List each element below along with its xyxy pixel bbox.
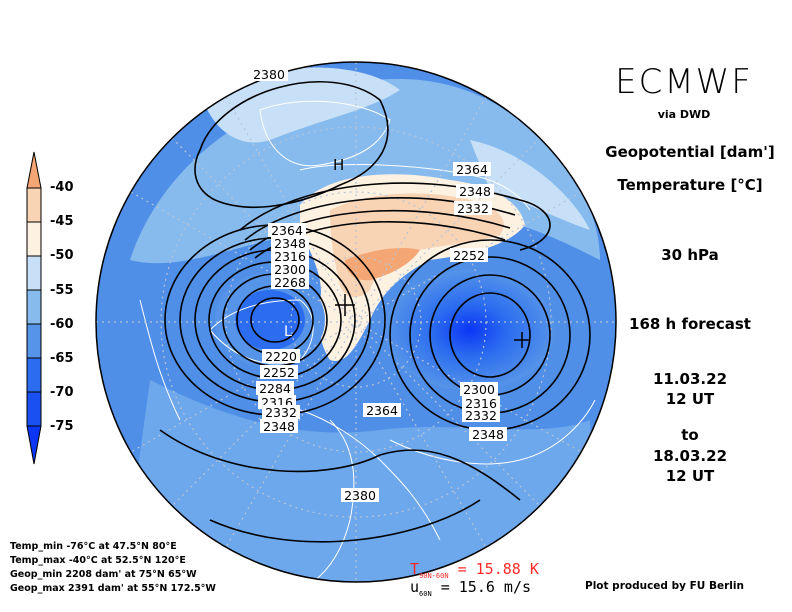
colorbar-segment [26,391,42,427]
colorbar-label: -45 [50,214,74,229]
svg-text:2364: 2364 [456,162,488,177]
svg-text:2348: 2348 [274,236,306,251]
contour-label: 2316 [271,249,309,264]
svg-text:2348: 2348 [472,427,504,442]
colorbar-label: -40 [50,180,74,195]
colorbar-label: -55 [50,283,74,298]
svg-text:2268: 2268 [274,275,306,290]
colorbar-label: -75 [50,419,74,434]
svg-text:2252: 2252 [453,248,485,263]
contour-label: 2364 [363,403,401,418]
geop-max: Geop_max 2391 dam' at 55°N 172.5°W [10,583,216,594]
colorbar-label: -65 [50,351,74,366]
contour-label: 2380 [250,67,288,82]
contour-label: 2252 [260,365,298,380]
credit-line: Plot produced by FU Berlin [585,580,744,592]
plus-marker-west [335,294,355,316]
colorbar-segment [26,255,42,291]
pressure-level: 30 hPa [661,246,719,264]
svg-text:2380: 2380 [253,67,285,82]
colorbar-segment [26,323,42,359]
temp-min: Temp_min -76°C at 47.5°N 80°E [10,541,177,552]
plus-marker-east [514,332,530,348]
svg-text:2300: 2300 [463,382,495,397]
contour-label: 2348 [469,427,507,442]
valid-date: 18.03.22 [652,447,728,465]
svg-text:2332: 2332 [457,201,489,216]
colorbar-label: -70 [50,385,74,400]
temperature-difference: T90N-60N = 15.88 K [410,560,539,580]
contour-label: 2300 [460,382,498,397]
colorbar-label: -50 [50,248,74,263]
svg-text:2380: 2380 [344,488,376,503]
svg-text:2220: 2220 [265,349,297,364]
contour-label-group: 2380 2364 2348 2332 2364 2348 2316 2300 … [250,67,507,503]
map-border [95,61,617,583]
contour-label: 2252 [450,248,488,263]
svg-text:2332: 2332 [265,405,297,420]
temp-max: Temp_max -40°C at 52.5°N 120°E [10,555,186,566]
colorbar-segment [26,187,42,223]
contour-label: 2348 [456,184,494,199]
init-time: 12 UT [665,390,715,408]
svg-text:2316: 2316 [274,249,306,264]
contour-label: 2220 [262,349,300,364]
svg-text:2284: 2284 [259,381,291,396]
svg-text:2348: 2348 [263,419,295,434]
contour-label: 2348 [260,419,298,434]
coastlines [139,100,596,582]
init-date: 11.03.22 [652,370,728,388]
colorbar-segment [26,357,42,393]
valid-time: 12 UT [665,467,715,485]
contour-label: 2380 [341,488,379,503]
forecast-lead: 168 h forecast [629,315,751,333]
svg-text:2316: 2316 [465,396,497,411]
geop-min: Geop_min 2208 dam' at 75°N 65°W [10,569,197,580]
contour-label: 2300 [271,262,309,277]
contour-label: 2332 [462,408,500,423]
contour-label: 2316 [462,396,500,411]
colorbar-top-arrow [26,151,42,189]
colorbar-label: -60 [50,317,74,332]
quantity-geopotential: Geopotential [dam'] [605,143,775,161]
svg-text:2364: 2364 [366,403,398,418]
high-marker: H [333,156,344,174]
zonal-wind: u60N = 15.6 m/s [410,578,532,598]
contour-label: 2268 [271,275,309,290]
contour-label: 2332 [262,405,300,420]
colorbar-bottom-arrow [26,425,42,465]
svg-text:2252: 2252 [263,365,295,380]
to-label: to [681,426,699,444]
colorbar-segment [26,221,42,257]
contour-label: 2364 [453,162,491,177]
colorbar [26,151,42,465]
svg-text:2300: 2300 [274,262,306,277]
product-title: ECMWF [615,62,753,102]
svg-text:2348: 2348 [459,184,491,199]
extrema-stats: Temp_min -76°C at 47.5°N 80°E Temp_max -… [10,540,216,596]
svg-text:2364: 2364 [271,223,303,238]
source-label: via DWD [657,108,711,121]
low-marker: L [284,324,292,340]
svg-text:2332: 2332 [465,408,497,423]
contour-label: 2364 [268,223,306,238]
quantity-temperature: Temperature [°C] [617,176,763,194]
colorbar-segment [26,289,42,325]
contour-label: 2332 [454,201,492,216]
contour-label: 2284 [256,381,294,396]
contour-label: 2348 [271,236,309,251]
